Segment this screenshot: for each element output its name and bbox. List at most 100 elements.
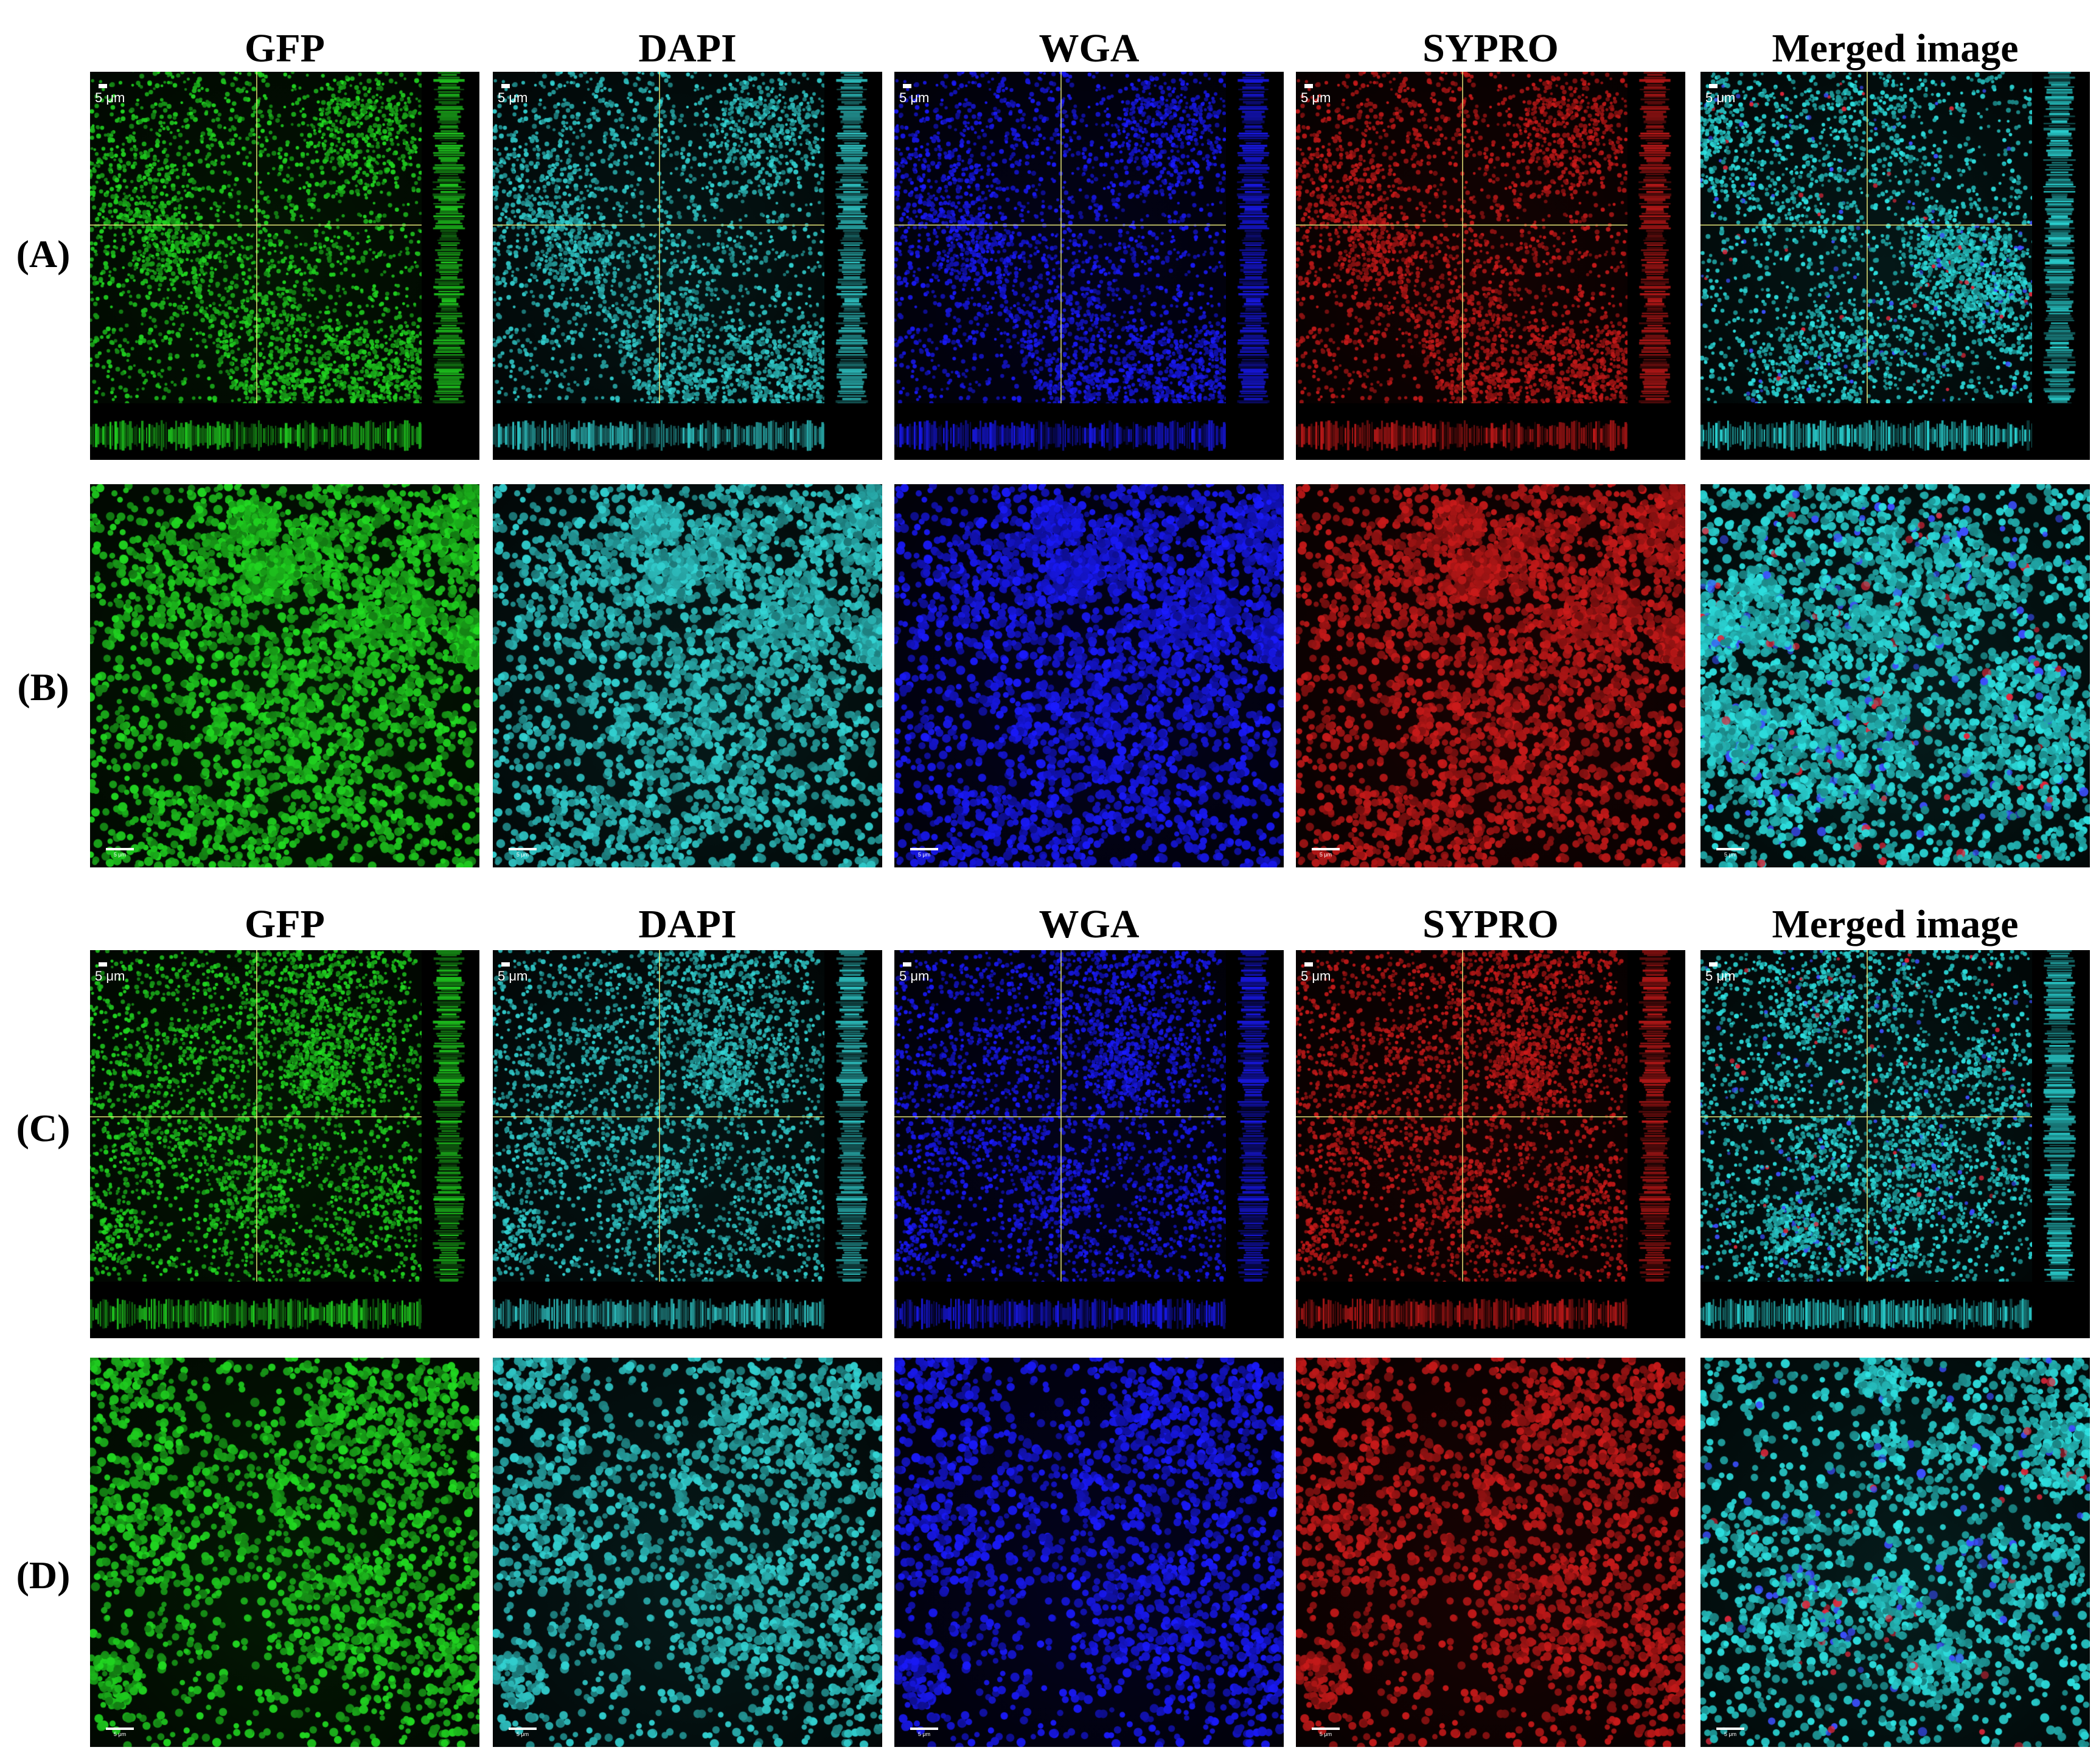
crosshair-vertical (1060, 950, 1062, 1282)
scale-bar-label: 5 μm (1724, 852, 1737, 858)
xy-view (90, 950, 422, 1282)
scale-bar-line (1312, 848, 1340, 850)
xy-view (1296, 72, 1627, 403)
panel-a-gfp: 5 μm (90, 72, 479, 460)
yz-view (431, 950, 467, 1282)
scale-bar: 5 μm (106, 848, 134, 858)
xy-view (1296, 950, 1627, 1282)
crosshair-vertical (1060, 72, 1062, 403)
3d-view (1296, 1358, 1685, 1747)
scale-bar: 5 μm (1301, 84, 1331, 105)
scale-bar-label: 5 μm (1724, 1731, 1737, 1737)
panel-b-wga: 5 μm (894, 484, 1284, 867)
yz-view (2041, 72, 2078, 403)
crosshair-vertical (659, 950, 660, 1282)
crosshair-horizontal (1296, 224, 1627, 226)
scale-bar-label: 5 μm (899, 968, 930, 984)
scale-bar-label: 5 μm (917, 1731, 931, 1737)
scale-bar-line (1304, 962, 1313, 967)
panel-c-merged-image: 5 μm (1700, 950, 2090, 1338)
xz-view (90, 417, 422, 454)
row-label-b: (B) (17, 665, 69, 709)
scale-bar-label: 5 μm (917, 852, 931, 858)
scale-bar-label: 5 μm (113, 852, 127, 858)
panel-b-sypro: 5 μm (1296, 484, 1685, 867)
xy-view (894, 950, 1226, 1282)
scale-bar: 5 μm (899, 84, 929, 105)
row-label-c: (C) (16, 1106, 71, 1150)
panel-c-gfp: 5 μm (90, 950, 479, 1338)
crosshair-horizontal (1296, 1116, 1627, 1117)
scale-bar-label: 5 μm (1705, 90, 1736, 105)
xz-view (493, 1296, 824, 1332)
scale-bar: 5 μm (910, 1728, 938, 1737)
yz-view (2041, 950, 2078, 1282)
crosshair-horizontal (90, 224, 422, 226)
crosshair-horizontal (493, 1116, 824, 1117)
yz-view (834, 950, 870, 1282)
xz-view (1700, 417, 2032, 454)
xz-view (493, 417, 824, 454)
scale-bar-line (1709, 962, 1718, 967)
scale-bar-label: 5 μm (498, 90, 528, 105)
scale-bar-line (501, 962, 510, 967)
scale-bar-line (106, 848, 134, 850)
3d-view (1700, 1358, 2090, 1747)
panel-a-sypro: 5 μm (1296, 72, 1685, 460)
column-header-wga: WGA (1039, 902, 1140, 946)
3d-view (894, 484, 1284, 867)
panel-c-dapi: 5 μm (493, 950, 882, 1338)
scale-bar-line (106, 1728, 134, 1730)
xy-view (90, 72, 422, 403)
xz-view (1296, 417, 1627, 454)
scale-bar: 5 μm (1705, 84, 1735, 105)
scale-bar-line (99, 84, 107, 88)
scale-bar-line (1716, 848, 1744, 850)
panel-d-merged-image: 5 μm (1700, 1358, 2090, 1747)
scale-bar-line (910, 1728, 938, 1730)
scale-bar-line (1312, 1728, 1340, 1730)
scale-bar: 5 μm (498, 962, 527, 984)
scale-bar: 5 μm (95, 84, 125, 105)
crosshair-vertical (659, 72, 660, 403)
xz-view (1700, 1296, 2032, 1332)
panel-d-dapi: 5 μm (493, 1358, 882, 1747)
column-header-sypro: SYPRO (1422, 26, 1559, 71)
scale-bar: 5 μm (1716, 848, 1744, 858)
scale-bar-label: 5 μm (498, 968, 528, 984)
scale-bar-line (1709, 84, 1718, 88)
xy-view (493, 950, 824, 1282)
3d-view (90, 484, 479, 867)
3d-view (90, 1358, 479, 1747)
xz-view (894, 417, 1226, 454)
scale-bar-line (501, 84, 510, 88)
scale-bar-label: 5 μm (1301, 968, 1331, 984)
xz-view (1296, 1296, 1627, 1332)
yz-view (1235, 950, 1272, 1282)
scale-bar: 5 μm (1301, 962, 1331, 984)
3d-view (1296, 484, 1685, 867)
yz-view (1235, 72, 1272, 403)
column-header-dapi: DAPI (638, 902, 737, 946)
xy-view (1700, 72, 2032, 403)
scale-bar-label: 5 μm (1301, 90, 1331, 105)
column-header-wga: WGA (1039, 26, 1140, 71)
scale-bar: 5 μm (910, 848, 938, 858)
3d-view (1700, 484, 2090, 867)
scale-bar-label: 5 μm (899, 90, 930, 105)
xy-view (493, 72, 824, 403)
panel-b-dapi: 5 μm (493, 484, 882, 867)
yz-view (431, 72, 467, 403)
crosshair-horizontal (90, 1116, 422, 1117)
scale-bar-label: 5 μm (95, 90, 125, 105)
scale-bar: 5 μm (1705, 962, 1735, 984)
crosshair-horizontal (1700, 1116, 2032, 1117)
crosshair-horizontal (493, 224, 824, 226)
scale-bar: 5 μm (509, 848, 537, 858)
crosshair-horizontal (894, 224, 1226, 226)
xy-view (1700, 950, 2032, 1282)
row-label-d: (D) (16, 1554, 71, 1597)
yz-view (1637, 950, 1673, 1282)
scale-bar: 5 μm (498, 84, 527, 105)
column-header-merged-image: Merged image (1772, 902, 2019, 946)
